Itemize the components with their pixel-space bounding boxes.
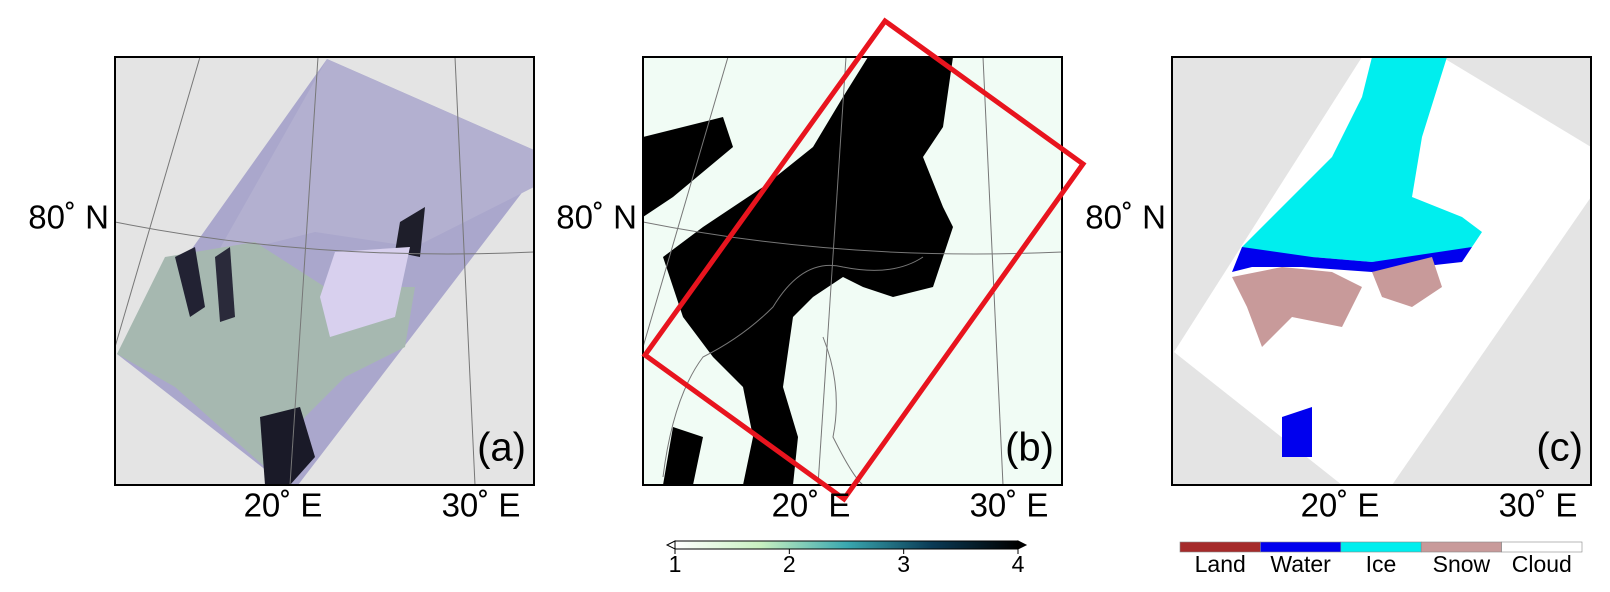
panel-label: (c) xyxy=(1536,426,1583,470)
longitude-label: 20˚ E xyxy=(1301,487,1380,524)
colorbar-tick-label: 4 xyxy=(1012,551,1025,577)
legend-swatch xyxy=(1501,541,1583,553)
legend-label: Ice xyxy=(1366,551,1397,577)
panel-label: (a) xyxy=(477,426,526,470)
class-legend: Land Water Ice Snow Cloud xyxy=(1179,541,1583,577)
panel-labels: (a) 80˚ N 20˚ E 30˚ E (b) 80˚ N 20˚ E 30˚ E (c) 8… xyxy=(28,199,1583,524)
colorbar-tick-label: 3 xyxy=(897,551,910,577)
colorbar-arrow xyxy=(1017,540,1028,550)
panel-frame xyxy=(114,56,535,486)
latitude-label: 80˚ N xyxy=(28,199,109,236)
longitude-label: 20˚ E xyxy=(772,487,851,524)
panel-a-image xyxy=(115,57,534,485)
legend-label: Land xyxy=(1195,551,1246,577)
colorbar-tick-label: 1 xyxy=(669,551,682,577)
longitude-label: 20˚ E xyxy=(244,487,323,524)
colorbar-fill xyxy=(674,540,1019,550)
legend-label: Cloud xyxy=(1512,551,1572,577)
panel-frame xyxy=(1171,56,1592,486)
panel-label: (b) xyxy=(1005,426,1054,470)
panel-c-image xyxy=(1172,57,1591,485)
swath-outline xyxy=(641,17,1087,503)
longitude-label: 30˚ E xyxy=(1499,487,1578,524)
legend-label: Water xyxy=(1270,551,1331,577)
longitude-label: 30˚ E xyxy=(442,487,521,524)
longitude-label: 30˚ E xyxy=(970,487,1049,524)
colorbar: 1 2 3 4 xyxy=(665,540,1028,577)
colorbar-arrow xyxy=(665,540,676,550)
colorbar-tick-label: 2 xyxy=(783,551,796,577)
latitude-label: 80˚ N xyxy=(556,199,637,236)
legend-label: Snow xyxy=(1433,551,1491,577)
latitude-label: 80˚ N xyxy=(1085,199,1166,236)
panel-b-image xyxy=(643,57,1062,485)
